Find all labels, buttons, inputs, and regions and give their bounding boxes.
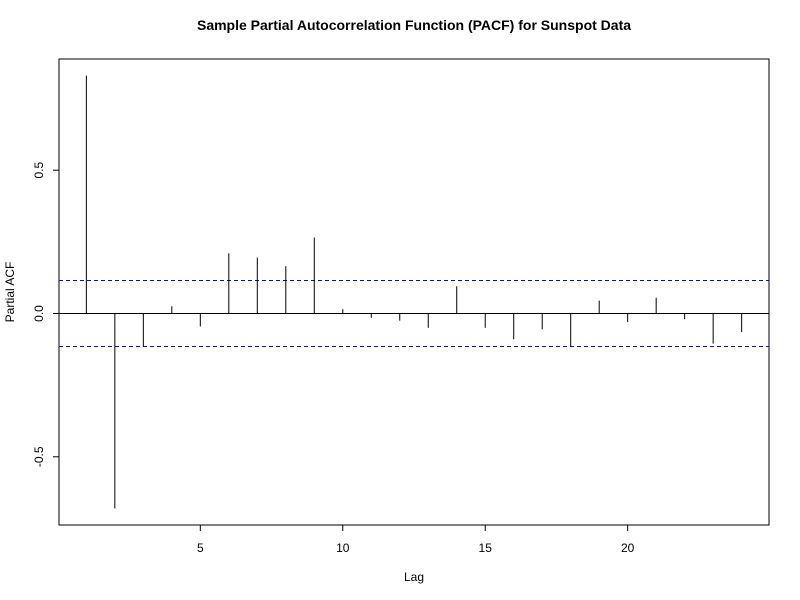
plot-marks: 5 10 15 20 -0.5 0.0 0.5 <box>32 75 769 555</box>
y-tick-label-2: 0.5 <box>32 162 46 179</box>
x-tick-label-10: 10 <box>336 541 350 555</box>
x-tick-label-15: 15 <box>479 541 493 555</box>
x-axis-label: Lag <box>404 570 424 584</box>
y-axis-label: Partial ACF <box>3 262 17 323</box>
plot-frame <box>58 58 770 526</box>
x-tick-label-20: 20 <box>621 541 635 555</box>
x-tick-label-5: 5 <box>197 541 204 555</box>
chart-title: Sample Partial Autocorrelation Function … <box>197 17 631 33</box>
y-tick-label-1: 0.0 <box>32 305 46 322</box>
y-tick-label-0: -0.5 <box>32 446 46 467</box>
